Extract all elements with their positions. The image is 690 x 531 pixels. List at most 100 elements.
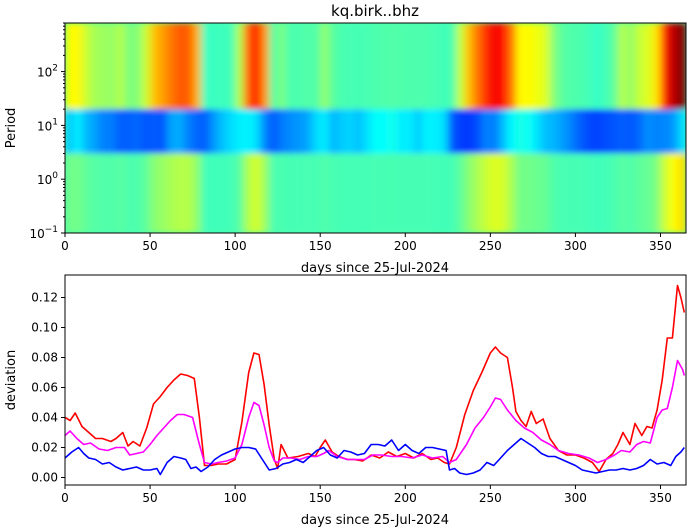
heatmap-cell <box>107 109 118 154</box>
heatmap-cell <box>133 109 143 154</box>
heatmap-cell <box>175 153 186 233</box>
heatmap-cell <box>660 153 670 233</box>
heatmap-cell <box>73 109 84 154</box>
heatmap-cell <box>668 153 679 233</box>
heatmap-cell <box>515 23 526 110</box>
heatmap-cell <box>286 109 296 154</box>
heatmap-cell <box>592 109 602 154</box>
heatmap-cell <box>286 23 296 110</box>
heatmap-cell <box>320 153 330 233</box>
heatmap-cell <box>294 109 305 154</box>
heatmap-cell <box>133 153 143 233</box>
heatmap-cell <box>524 23 534 110</box>
heatmap-cell <box>566 153 577 233</box>
x-tick-label: 350 <box>649 239 672 253</box>
y-tick-label: 0.04 <box>31 411 58 425</box>
heatmap-cell <box>592 153 602 233</box>
x-tick-label: 0 <box>61 491 69 505</box>
heatmap-cell <box>507 109 517 154</box>
heatmap-cell <box>643 153 653 233</box>
heatmap-cell <box>490 153 500 233</box>
heatmap-cell <box>184 153 194 233</box>
heatmap-cell <box>549 153 560 233</box>
heatmap-cell <box>524 109 534 154</box>
heatmap-cell <box>150 23 160 110</box>
heatmap-cell <box>345 109 356 154</box>
heatmap-cell <box>439 109 449 154</box>
heatmap-cell <box>481 109 492 154</box>
heatmap-cell <box>396 109 407 154</box>
heatmap-cell <box>124 153 135 233</box>
heatmap-cell <box>405 23 415 110</box>
line-series <box>65 284 686 476</box>
heatmap-cell <box>184 23 194 110</box>
heatmap-cell <box>362 109 373 154</box>
heatmap-cell <box>660 109 670 154</box>
line-frame <box>64 274 687 486</box>
heatmap-cell <box>617 109 628 154</box>
heatmap-cell <box>158 23 169 110</box>
heatmap-cell <box>634 109 645 154</box>
heatmap-cell <box>141 23 152 110</box>
x-tick-label: 100 <box>224 491 247 505</box>
heatmap-cell <box>668 109 679 154</box>
heatmap-cell <box>583 23 594 110</box>
heatmap-cell <box>456 153 466 233</box>
heatmap-cell <box>464 153 475 233</box>
y-tick-label: 102 <box>37 64 58 80</box>
heatmap-cell <box>252 153 262 233</box>
heatmap-cell <box>592 23 602 110</box>
x-tick-label: 200 <box>394 491 417 505</box>
heatmap-cell <box>158 153 169 233</box>
heatmap-cell <box>277 109 288 154</box>
bottom-y-axis: 0.00 0.02 0.04 0.06 0.08 0.10 0.12 <box>31 291 65 485</box>
y-tick-label: 0.02 <box>31 441 58 455</box>
series-line-0 <box>65 284 686 473</box>
heatmap-cell <box>388 23 398 110</box>
heatmap-cell <box>167 23 177 110</box>
heatmap-cell <box>269 153 279 233</box>
heatmap-cell <box>439 23 449 110</box>
heatmap-cell <box>558 153 568 233</box>
heatmap-cell <box>600 153 611 233</box>
heatmap-cell <box>107 153 118 233</box>
heatmap-cell <box>600 109 611 154</box>
top-y-axis: 10−1 100 101 102 <box>29 22 65 241</box>
heatmap-cell <box>388 153 398 233</box>
heatmap-cell <box>73 153 84 233</box>
heatmap-cell <box>218 23 228 110</box>
heatmap-cell <box>99 153 109 233</box>
heatmap-cell <box>668 23 679 110</box>
heatmap-cell <box>473 23 483 110</box>
heatmap-cell <box>303 153 313 233</box>
heatmap-cell <box>456 109 466 154</box>
heatmap-cell <box>116 23 126 110</box>
heatmap-cell <box>371 109 381 154</box>
heatmap-cell <box>201 153 211 233</box>
heatmap-cell <box>311 23 322 110</box>
heatmap-cell <box>201 23 211 110</box>
heatmap-cell <box>226 153 237 233</box>
heatmap-cell <box>430 23 441 110</box>
top-x-axis: 0 50 100 150 200 250 300 350 <box>61 233 672 253</box>
y-tick-label: 0.06 <box>31 381 58 395</box>
x-tick-label: 200 <box>394 239 417 253</box>
y-tick-label: 0.10 <box>31 321 58 335</box>
x-tick-label: 250 <box>479 491 502 505</box>
y-tick-label: 100 <box>37 171 58 187</box>
heatmap-cell <box>90 109 101 154</box>
heatmap-cell <box>430 109 441 154</box>
y-tick-label: 10−1 <box>29 225 58 241</box>
heatmap-cell <box>167 109 177 154</box>
heatmap-cell <box>413 153 424 233</box>
heatmap-cell <box>464 109 475 154</box>
heatmap-cell <box>626 109 636 154</box>
heatmap-cell <box>396 23 407 110</box>
heatmap-cell <box>498 153 509 233</box>
heatmap-cell <box>150 109 160 154</box>
heatmap-cell <box>583 109 594 154</box>
heatmap-cell <box>660 23 670 110</box>
heatmap-cell <box>269 23 279 110</box>
heatmap-cell <box>583 153 594 233</box>
